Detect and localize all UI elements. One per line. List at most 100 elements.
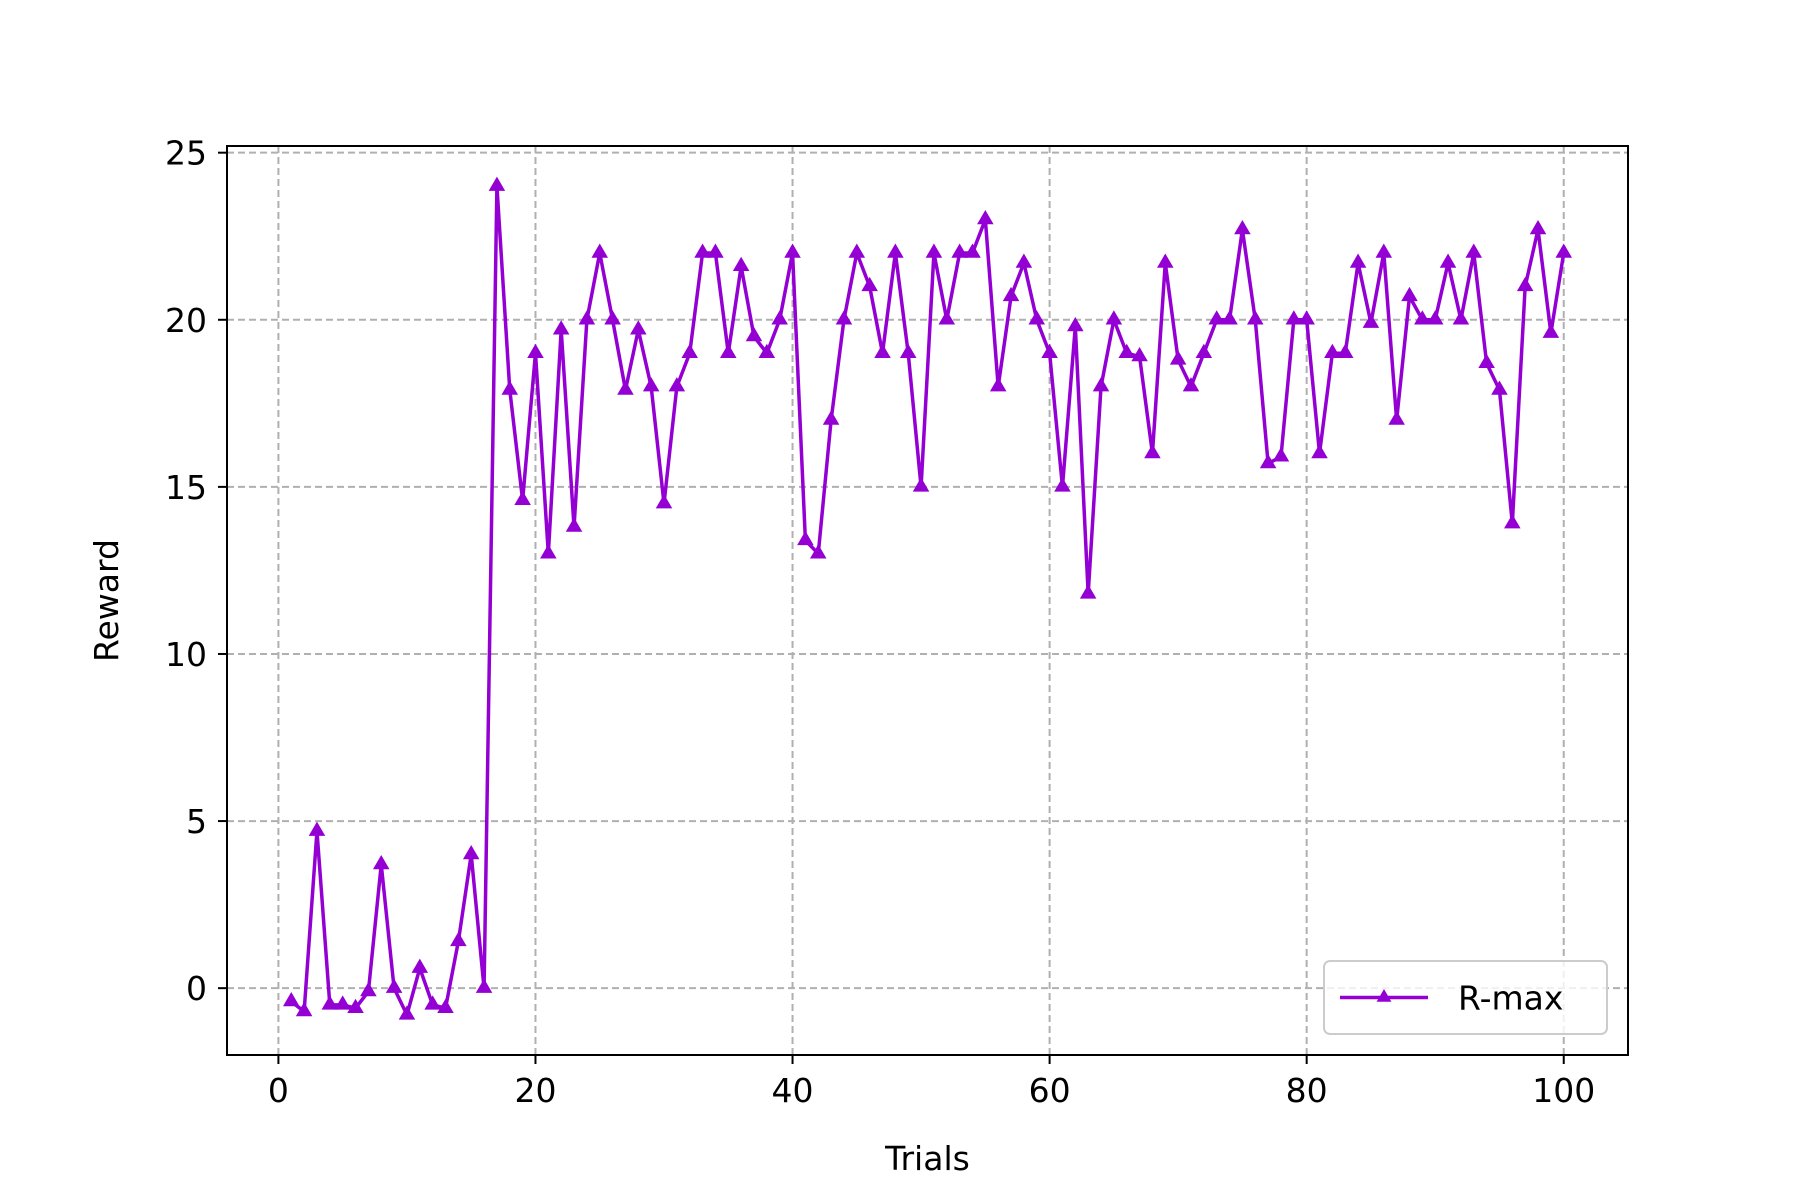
data-point (642, 377, 660, 392)
data-point (771, 310, 788, 325)
data-point (797, 530, 814, 546)
axis-ticks: 0 20 40 60 80 100 0 5 10 15 20 25 (165, 134, 1595, 1110)
legend-box (1323, 960, 1608, 1035)
data-point (1362, 313, 1380, 328)
data-point (989, 377, 1007, 392)
data-point (694, 243, 711, 258)
data-point (861, 276, 878, 292)
data-point (1054, 477, 1071, 492)
x-tick-label: 80 (1286, 1071, 1328, 1110)
data-point (668, 377, 686, 392)
data-point (424, 995, 441, 1010)
x-tick-label: 0 (268, 1071, 289, 1110)
data-point (707, 243, 724, 258)
data-point (681, 343, 698, 358)
data-point (1439, 253, 1457, 268)
data-point (1388, 410, 1405, 425)
data-point (1208, 310, 1225, 325)
data-point (848, 243, 866, 258)
data-point (1375, 243, 1393, 258)
data-point (1079, 584, 1097, 599)
data-point (1529, 220, 1547, 235)
data-point (321, 995, 339, 1010)
y-tick-label: 0 (186, 969, 207, 1008)
data-point (514, 490, 531, 505)
data-point (1311, 443, 1328, 459)
data-point (411, 958, 429, 973)
data-point (591, 243, 609, 258)
data-point (655, 494, 673, 509)
data-point (334, 995, 351, 1010)
data-point (1401, 286, 1418, 302)
data-point (938, 310, 956, 325)
legend-marker-r-max (1376, 989, 1392, 1002)
x-tick-label: 100 (1532, 1071, 1595, 1110)
data-point (1182, 377, 1200, 392)
data-point (488, 176, 506, 191)
data-point (347, 998, 364, 1013)
data-point (1324, 343, 1341, 358)
data-point (527, 343, 544, 358)
data-point (822, 410, 840, 425)
data-point (951, 243, 968, 258)
data-point (1246, 310, 1264, 325)
data-point (1028, 310, 1046, 325)
data-point (720, 343, 737, 358)
data-point (552, 320, 570, 335)
data-point (887, 243, 904, 258)
data-point (540, 544, 557, 559)
data-point (1478, 353, 1495, 368)
data-point (1285, 310, 1303, 325)
y-tick-label: 5 (186, 802, 207, 841)
data-point (1542, 323, 1560, 338)
series-line-r-max (290, 184, 1566, 1017)
data-point (604, 310, 621, 325)
data-point (1067, 316, 1084, 332)
data-point (308, 821, 326, 836)
data-point (1465, 243, 1483, 258)
data-point (450, 931, 467, 947)
y-tick-label: 25 (165, 134, 207, 173)
data-point (1336, 343, 1354, 358)
data-point (462, 844, 480, 860)
x-tick-label: 60 (1029, 1071, 1071, 1110)
series-layer (283, 176, 1572, 1020)
data-point (1234, 220, 1251, 235)
data-point (809, 544, 827, 559)
data-point (1041, 343, 1058, 358)
data-point (977, 210, 994, 225)
data-point (1157, 253, 1174, 268)
y-tick-label: 10 (165, 635, 207, 674)
data-point (565, 517, 583, 532)
data-point (578, 310, 596, 325)
legend: R-max (1323, 960, 1608, 1035)
data-point (630, 320, 647, 335)
data-point (360, 982, 377, 997)
data-point (1002, 286, 1020, 302)
data-point (1491, 380, 1508, 395)
data-point (1131, 347, 1148, 362)
data-point (1426, 310, 1444, 325)
data-point (1452, 310, 1470, 325)
y-axis-label: Reward (87, 539, 126, 662)
data-point (501, 380, 519, 395)
x-tick-label: 20 (514, 1071, 556, 1110)
data-point (283, 992, 300, 1007)
data-point (1169, 350, 1187, 365)
data-point (295, 1002, 313, 1017)
data-point (964, 243, 981, 258)
data-point (1221, 310, 1238, 325)
data-point (1015, 253, 1033, 268)
data-point (372, 855, 390, 870)
data-point (758, 343, 776, 358)
data-point (912, 477, 930, 492)
data-point (874, 343, 891, 358)
data-point (1555, 243, 1572, 258)
x-axis-label: Trials (884, 1139, 970, 1178)
data-point (1298, 310, 1315, 325)
data-point (1195, 343, 1213, 358)
data-point (1349, 253, 1367, 268)
data-point (1272, 447, 1290, 462)
data-point (1144, 443, 1161, 459)
